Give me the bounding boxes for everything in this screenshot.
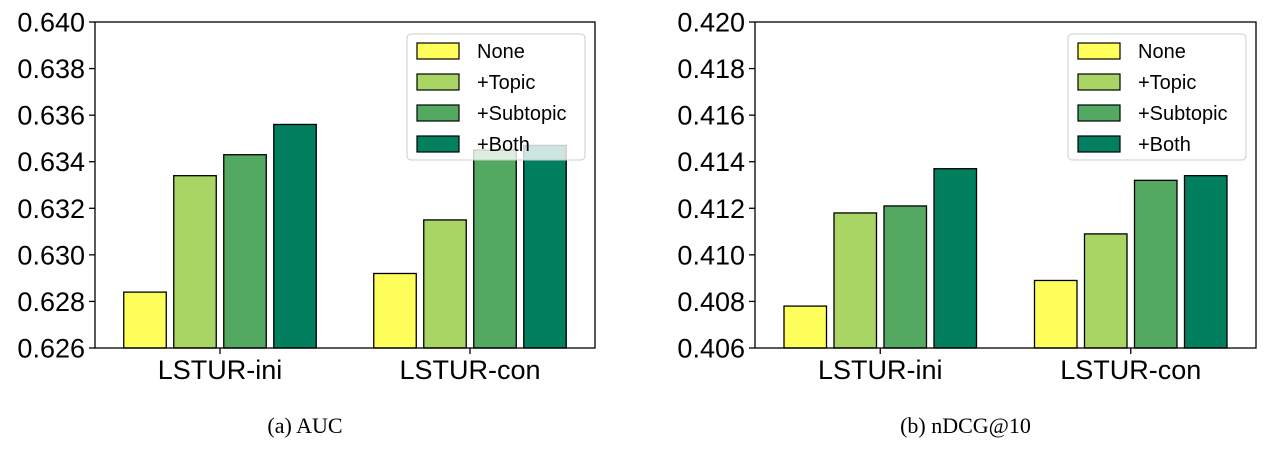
legend-label: +Subtopic [477, 103, 567, 125]
legend-label: +Subtopic [1138, 103, 1228, 125]
legend-swatch [416, 42, 460, 60]
y-tick-label: 0.420 [677, 8, 745, 38]
y-tick-label: 0.414 [677, 147, 745, 177]
y-tick-label: 0.416 [677, 101, 745, 131]
legend-swatch [1077, 104, 1121, 122]
bar-ndcg-0-2 [883, 205, 928, 349]
x-tick-label: LSTUR-ini [818, 355, 943, 385]
legend-label: None [1138, 41, 1186, 63]
y-tick-label: 0.628 [17, 287, 85, 317]
bars-ndcg [783, 168, 1228, 349]
legend-swatch [1077, 73, 1121, 91]
y-axis-ndcg: 0.406 0.408 0.410 0.412 0.414 0.416 0.418 0.420 [677, 8, 755, 364]
caption-auc: (a) AUC [267, 413, 342, 438]
bar-auc-0-2 [223, 154, 267, 349]
y-tick-label: 0.634 [17, 147, 85, 177]
plot-frame-ndcg [754, 21, 1257, 349]
y-axis-auc: 0.626 0.628 0.630 0.632 0.634 0.636 0.638 0.640 [17, 8, 95, 364]
bar-ndcg-1-0 [1033, 279, 1078, 349]
bar-auc-0-0 [123, 291, 167, 349]
legend-swatch [416, 104, 460, 122]
y-tick-label: 0.408 [677, 287, 745, 317]
bar-auc-1-0 [373, 272, 417, 349]
bars-auc [123, 123, 567, 349]
legend-auc: None +Topic +Subtopic +Both [406, 33, 586, 161]
x-tick-label: LSTUR-ini [158, 355, 283, 385]
bar-ndcg-1-2 [1133, 179, 1178, 349]
y-tick-label: 0.412 [677, 194, 745, 224]
y-tick-label: 0.626 [17, 334, 85, 364]
caption-ndcg: (b) nDCG@10 [900, 413, 1031, 438]
y-tick-label: 0.410 [677, 240, 745, 270]
y-tick-label: 0.640 [17, 8, 85, 38]
bar-ndcg-1-1 [1083, 233, 1128, 349]
y-tick-label: 0.632 [17, 194, 85, 224]
bar-auc-1-2 [473, 149, 517, 349]
bar-auc-0-1 [173, 175, 217, 349]
y-tick-label: 0.636 [17, 101, 85, 131]
bar-ndcg-0-1 [833, 212, 878, 349]
legend-box [1067, 33, 1247, 161]
legend-swatch [1077, 42, 1121, 60]
legend-label: None [477, 41, 525, 63]
x-axis-auc: LSTUR-ini LSTUR-con [158, 348, 541, 385]
x-tick-label: LSTUR-con [1060, 355, 1201, 385]
legend-ndcg: None +Topic +Subtopic +Both [1067, 33, 1247, 161]
plot-frame-auc [94, 21, 596, 349]
bar-ndcg-0-0 [783, 305, 828, 349]
legend-label: +Topic [477, 72, 535, 94]
legend-swatch [416, 135, 460, 153]
legend-swatch [1077, 135, 1121, 153]
bar-auc-0-3 [273, 123, 317, 349]
bar-auc-1-1 [423, 219, 467, 349]
chart-auc: 0.626 0.628 0.630 0.632 0.634 0.636 0.638 0.640… [17, 8, 596, 438]
bar-ndcg-1-3 [1183, 175, 1228, 349]
bar-ndcg-0-3 [933, 168, 978, 349]
chart-ndcg: 0.406 0.408 0.410 0.412 0.414 0.416 0.418 0.420… [677, 8, 1257, 438]
legend-label: +Topic [1138, 72, 1196, 94]
legend-label: +Both [477, 134, 530, 156]
legend-box [406, 33, 586, 161]
y-tick-label: 0.630 [17, 240, 85, 270]
legend-swatch [416, 73, 460, 91]
x-tick-label: LSTUR-con [399, 355, 540, 385]
y-tick-label: 0.418 [677, 54, 745, 84]
y-tick-label: 0.638 [17, 54, 85, 84]
legend-label: +Both [1138, 134, 1191, 156]
x-axis-ndcg: LSTUR-ini LSTUR-con [818, 348, 1201, 385]
y-tick-label: 0.406 [677, 334, 745, 364]
bar-auc-1-3 [523, 144, 567, 349]
